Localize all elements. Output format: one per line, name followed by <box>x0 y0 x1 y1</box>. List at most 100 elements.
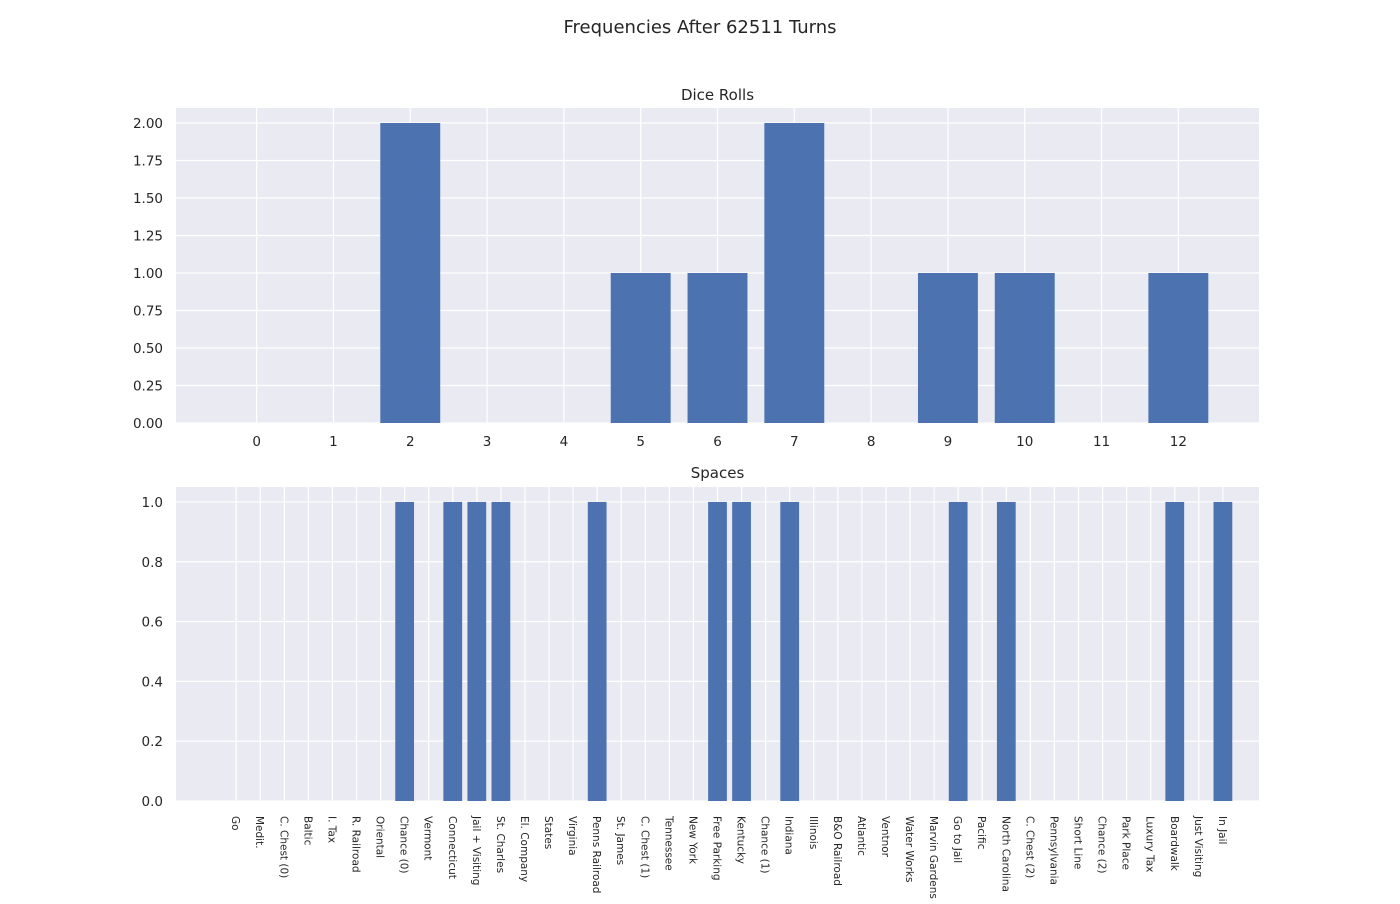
dice-rolls-bars <box>380 123 1209 423</box>
bar-7 <box>764 123 825 423</box>
x-tick-label: Virginia <box>566 816 578 856</box>
x-tick-label: North Carolina <box>999 816 1011 892</box>
bar-north-carolina <box>996 501 1016 801</box>
x-tick-label: Pennsylvania <box>1047 816 1059 885</box>
bar-6 <box>687 273 748 423</box>
x-tick-label: 8 <box>867 434 876 450</box>
x-tick-label: Illinois <box>807 816 819 849</box>
bar-9 <box>917 273 978 423</box>
x-tick-label: Baltic <box>301 816 313 846</box>
bar-kentucky <box>732 501 751 801</box>
y-tick-label: 0.6 <box>142 615 163 631</box>
x-tick-label: R. Railroad <box>350 816 362 873</box>
x-tick-label: 1 <box>329 434 338 450</box>
x-tick-label: In Jail <box>1216 816 1228 844</box>
bar-jail-visiting <box>467 501 487 801</box>
bar-chance-0- <box>395 501 415 801</box>
dice-rolls-x-ticks: 0 1 2 3 4 5 6 7 8 9 10 11 12 <box>252 434 1187 450</box>
x-tick-label: Connecticut <box>446 816 458 879</box>
x-tick-label: Indiana <box>783 816 795 855</box>
spaces-bars <box>395 501 1233 801</box>
x-tick-label: C. Chest (1) <box>638 816 650 878</box>
x-tick-label: Tennessee <box>662 815 674 871</box>
x-tick-label: Water Works <box>903 816 915 882</box>
y-tick-label: 0.00 <box>133 416 163 432</box>
bar-10 <box>994 273 1055 423</box>
bar-2 <box>380 123 441 423</box>
bar-st-charles <box>491 501 511 801</box>
y-tick-label: 0.4 <box>142 674 163 690</box>
x-tick-label: 4 <box>560 434 569 450</box>
bar-boardwalk <box>1165 501 1185 801</box>
x-tick-label: 2 <box>406 434 415 450</box>
x-tick-label: 5 <box>636 434 645 450</box>
x-tick-label: C. Chest (2) <box>1023 816 1035 878</box>
x-tick-label: El. Company <box>518 816 530 882</box>
spaces-x-ticks: Go Medit. C. Chest (0) Baltic I. Tax R. Railr… <box>229 815 1228 899</box>
dice-rolls-y-ticks: 0.00 0.25 0.50 0.75 1.00 1.25 1.50 1.75 2.00 <box>133 116 163 432</box>
x-tick-label: Boardwalk <box>1168 816 1180 872</box>
x-tick-label: Jail + Visiting <box>470 815 482 885</box>
x-tick-label: 10 <box>1016 434 1033 450</box>
x-tick-label: I. Tax <box>325 816 337 843</box>
x-tick-label: Chance (0) <box>398 816 410 874</box>
x-tick-label: Marvin Gardens <box>927 816 939 899</box>
y-tick-label: 0.75 <box>133 304 163 320</box>
y-tick-label: 1.0 <box>142 495 163 511</box>
x-tick-label: Ventnor <box>879 816 891 858</box>
figure-title: Frequencies After 62511 Turns <box>564 17 837 38</box>
x-tick-label: Chance (2) <box>1096 816 1108 874</box>
bar-5 <box>610 273 671 423</box>
spaces-title: Spaces <box>691 464 745 482</box>
x-tick-label: Park Place <box>1120 816 1132 870</box>
x-tick-label: B&O Railroad <box>831 816 843 886</box>
y-tick-label: 0.8 <box>142 555 163 571</box>
x-tick-label: New York <box>686 816 698 865</box>
spaces-y-ticks: 0.0 0.2 0.4 0.6 0.8 1.0 <box>142 495 163 810</box>
x-tick-label: Penns Railroad <box>590 816 602 893</box>
y-tick-label: 2.00 <box>133 116 163 132</box>
x-tick-label: Medit. <box>253 816 265 849</box>
x-tick-label: Vermont <box>422 816 434 860</box>
y-tick-label: 0.25 <box>133 379 163 395</box>
bar-12 <box>1148 273 1209 423</box>
x-tick-label: Pacific <box>975 816 987 850</box>
x-tick-label: Go to Jail <box>951 816 963 863</box>
x-tick-label: Short Line <box>1072 816 1084 869</box>
dice-rolls-title: Dice Rolls <box>681 86 754 104</box>
x-tick-label: Go <box>229 816 241 831</box>
x-tick-label: States <box>542 816 554 849</box>
x-tick-label: Luxury Tax <box>1144 816 1156 872</box>
x-tick-label: 11 <box>1093 434 1110 450</box>
x-tick-label: Free Parking <box>711 816 723 881</box>
x-tick-label: C. Chest (0) <box>277 816 289 878</box>
x-tick-label: Chance (1) <box>759 816 771 874</box>
bar-indiana <box>780 501 800 801</box>
y-tick-label: 1.00 <box>133 266 163 282</box>
bar-connecticut <box>443 501 463 801</box>
y-tick-label: 1.75 <box>133 154 163 170</box>
x-tick-label: 7 <box>790 434 799 450</box>
x-tick-label: 12 <box>1170 434 1187 450</box>
x-tick-label: Kentucky <box>735 816 747 864</box>
bar-in-jail <box>1213 501 1233 801</box>
x-tick-label: St. Charles <box>494 816 506 873</box>
x-tick-label: 6 <box>713 434 722 450</box>
y-tick-label: 1.50 <box>133 191 163 207</box>
y-tick-label: 0.2 <box>142 734 163 750</box>
x-tick-label: Atlantic <box>855 816 867 856</box>
bar-penns-railroad <box>587 501 607 801</box>
x-tick-label: 0 <box>252 434 261 450</box>
bar-go-to-jail <box>948 501 968 801</box>
x-tick-label: 9 <box>944 434 953 450</box>
x-tick-label: Oriental <box>374 816 386 858</box>
x-tick-label: 3 <box>483 434 492 450</box>
bar-free-parking <box>708 501 727 801</box>
y-tick-label: 0.0 <box>142 794 163 810</box>
y-tick-label: 1.25 <box>133 229 163 245</box>
y-tick-label: 0.50 <box>133 341 163 357</box>
x-tick-label: Just Visiting <box>1192 815 1204 877</box>
spaces-chart: 0.0 0.2 0.4 0.6 0.8 1.0 Go Medit. C. Chest (0) B… <box>142 464 1259 899</box>
